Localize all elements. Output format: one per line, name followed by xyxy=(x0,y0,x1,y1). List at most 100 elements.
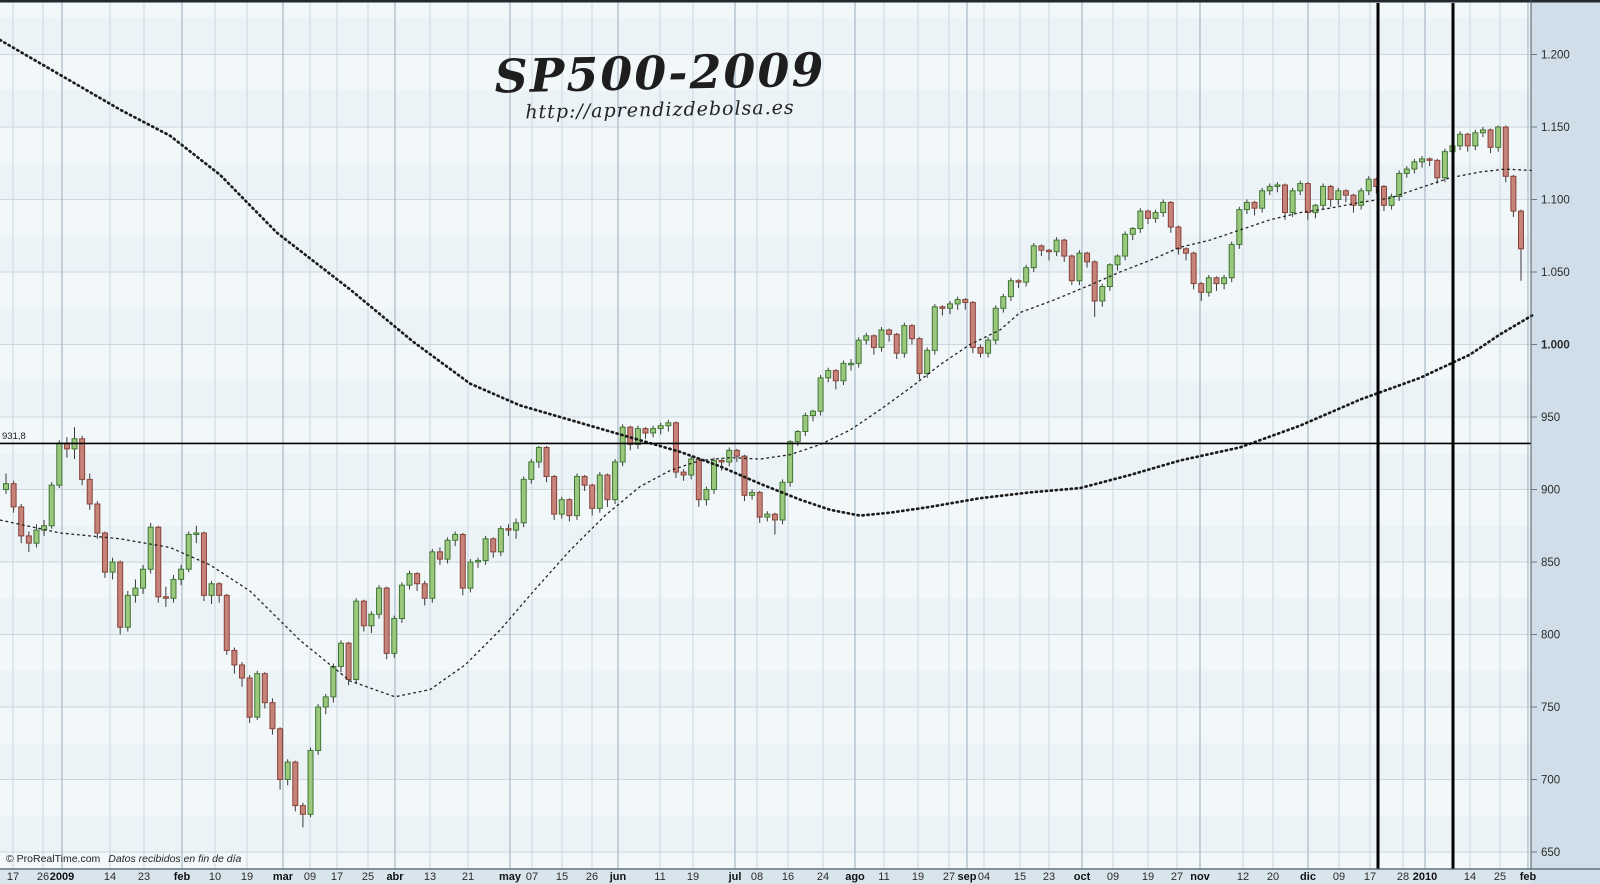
candle xyxy=(680,471,687,476)
long-ma-dotted-line xyxy=(0,38,1534,517)
candle xyxy=(246,677,253,718)
time-tick-label: 24 xyxy=(817,871,829,883)
candle xyxy=(1426,158,1433,161)
candle xyxy=(947,303,954,309)
candle xyxy=(1464,133,1471,147)
candle xyxy=(695,458,702,501)
candle xyxy=(703,489,710,501)
candle xyxy=(1023,267,1030,283)
candle xyxy=(162,596,169,599)
candle xyxy=(817,377,824,412)
candle xyxy=(619,426,626,463)
candle xyxy=(573,475,580,517)
candle xyxy=(315,706,322,751)
candle xyxy=(718,460,725,463)
time-tick-label: 09 xyxy=(304,871,316,883)
candle xyxy=(101,532,108,573)
candle xyxy=(1479,129,1486,134)
candle xyxy=(223,594,230,651)
price-tick-label: 900 xyxy=(1541,485,1560,497)
candle xyxy=(528,461,535,480)
price-tick-label: 1.050 xyxy=(1541,267,1570,279)
time-tick-label: jul xyxy=(728,871,742,883)
time-axis-labels: 17 26 2009 14 23 feb 10 19 mar 09 17 25 abr 13 21 may 07… xyxy=(7,871,1537,883)
time-tick-label: 2010 xyxy=(1413,871,1437,883)
candle xyxy=(368,613,375,627)
candle xyxy=(825,370,832,379)
time-tick-label: 04 xyxy=(978,871,990,883)
price-tick-label: 1.000 xyxy=(1541,340,1570,352)
candle xyxy=(406,573,413,586)
price-axis-pane xyxy=(1531,0,1600,884)
candle xyxy=(200,532,207,596)
time-tick-label: 16 xyxy=(782,871,794,883)
candle xyxy=(848,362,855,366)
candle xyxy=(429,551,436,599)
candle xyxy=(916,338,923,375)
candle xyxy=(1457,133,1464,147)
candle xyxy=(1441,151,1448,179)
candle xyxy=(1487,129,1494,148)
time-tick-label: 08 xyxy=(751,871,763,883)
time-gridlines xyxy=(12,2,1529,869)
candle xyxy=(452,533,459,541)
time-axis-strip xyxy=(0,869,1531,884)
candle xyxy=(1091,261,1098,302)
price-tick-label: 800 xyxy=(1541,630,1560,642)
candle xyxy=(48,484,55,527)
candle xyxy=(1403,168,1410,174)
candle xyxy=(901,325,908,354)
candle xyxy=(992,307,999,341)
price-tick-label: 1.100 xyxy=(1541,195,1570,207)
candle xyxy=(1388,196,1395,206)
candle xyxy=(809,410,816,417)
candle xyxy=(1122,233,1129,257)
time-tick-label: jun xyxy=(609,871,627,883)
candle xyxy=(779,481,786,521)
candle xyxy=(299,805,306,815)
price-tick-label: 650 xyxy=(1541,847,1560,859)
candle xyxy=(977,346,984,354)
time-tick-label: sep xyxy=(958,871,977,883)
price-tick-label: 1.150 xyxy=(1541,122,1570,134)
data-note: Datos recibidos en fin de día xyxy=(108,853,242,865)
candle xyxy=(330,665,337,698)
candle xyxy=(627,426,634,446)
candle xyxy=(383,587,390,654)
candle xyxy=(10,483,17,508)
candle xyxy=(1365,178,1372,192)
candle xyxy=(147,526,154,570)
candle xyxy=(376,587,383,615)
time-tick-label: 20 xyxy=(1267,871,1279,883)
candle xyxy=(566,499,573,517)
time-tick-label: 17 xyxy=(7,871,19,883)
candle xyxy=(1053,239,1060,253)
candle xyxy=(604,474,611,501)
price-tick-label: 750 xyxy=(1541,702,1560,714)
time-tick-label: 11 xyxy=(878,871,889,883)
candle xyxy=(1167,201,1174,228)
candle xyxy=(208,583,215,596)
candle xyxy=(908,325,915,340)
candle xyxy=(1114,255,1121,266)
candle xyxy=(787,441,794,483)
candle xyxy=(337,642,344,667)
candle xyxy=(414,573,421,585)
candle xyxy=(1183,248,1190,254)
time-tick-label: 17 xyxy=(331,871,343,883)
candle xyxy=(261,673,268,704)
candle xyxy=(1510,175,1517,212)
time-tick-label: 10 xyxy=(209,871,221,883)
candle xyxy=(878,329,885,348)
candle xyxy=(870,335,877,348)
candle xyxy=(79,438,86,480)
candle xyxy=(1221,277,1228,285)
time-tick-label: 23 xyxy=(1043,871,1055,883)
candle xyxy=(1068,255,1075,282)
candle xyxy=(109,561,116,573)
candle xyxy=(1320,185,1327,206)
candle xyxy=(322,696,329,708)
candle xyxy=(1297,183,1304,192)
